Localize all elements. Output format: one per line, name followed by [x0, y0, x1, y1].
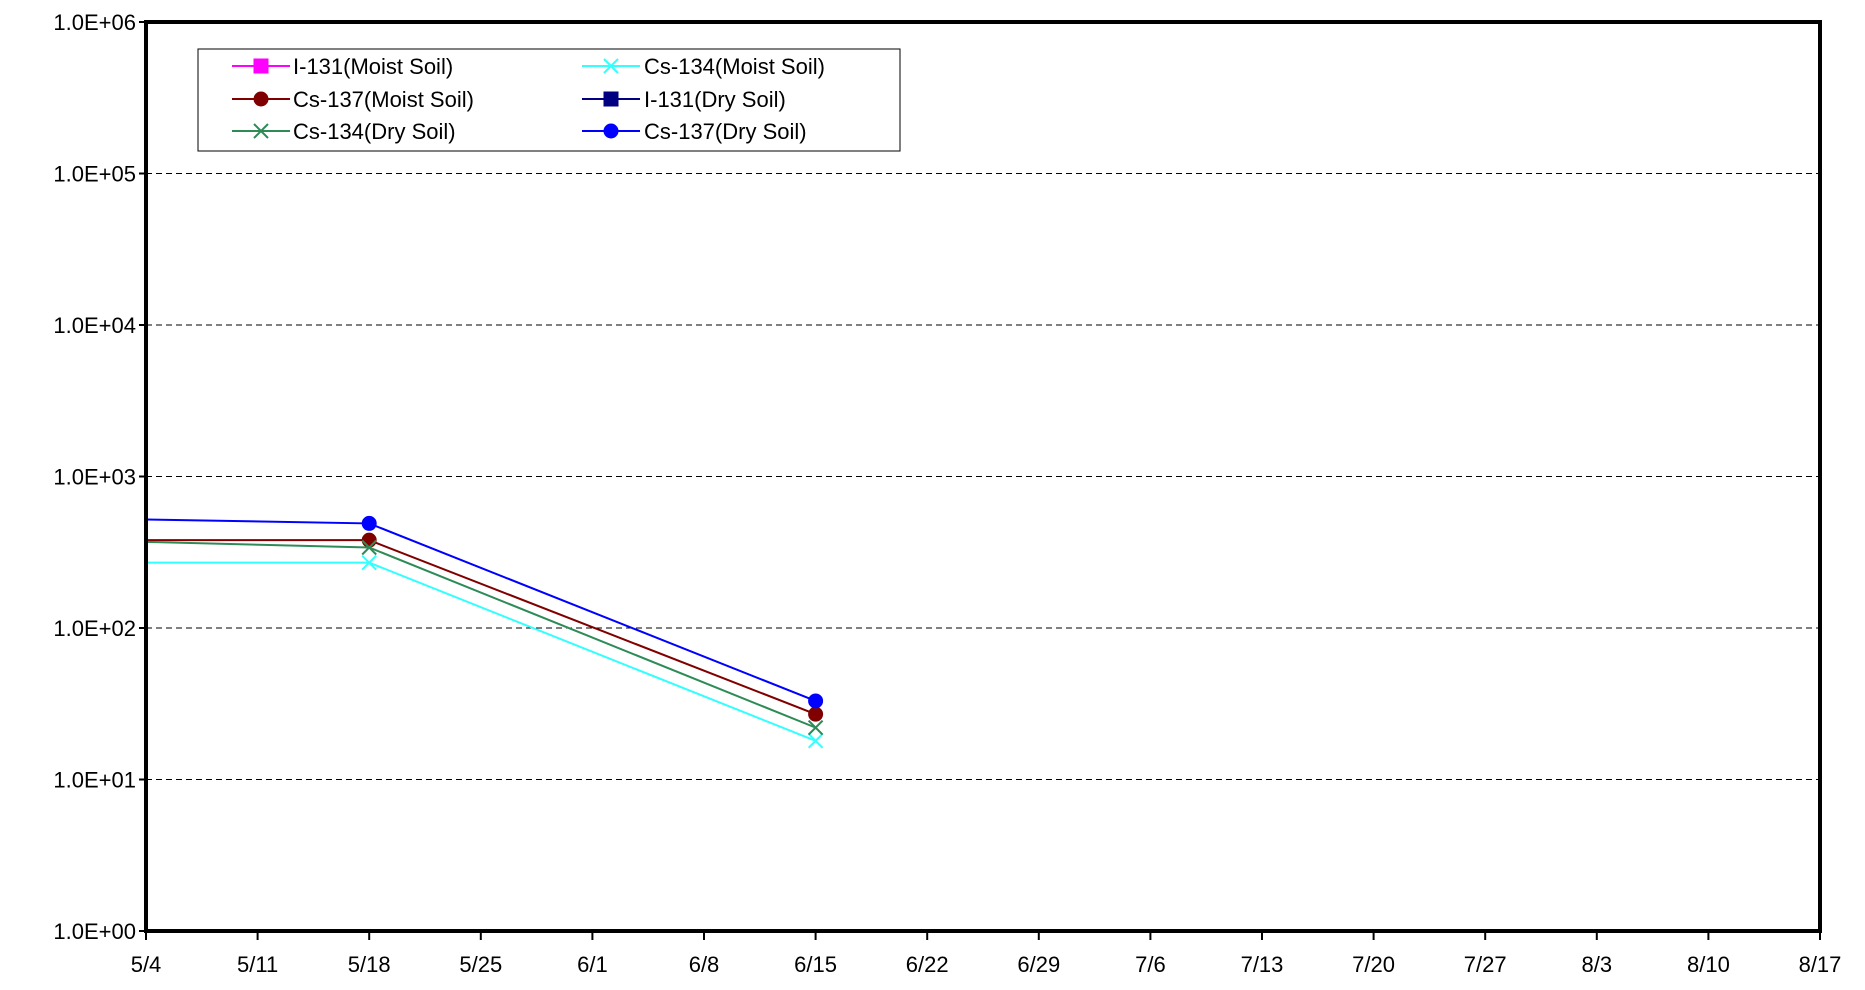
x-tick-label: 5/18: [348, 952, 391, 977]
x-tick-label: 7/13: [1241, 952, 1284, 977]
legend-label: Cs-134(Moist Soil): [644, 54, 825, 79]
data-point: [361, 532, 377, 548]
series-1: [146, 554, 824, 749]
legend-label: Cs-137(Moist Soil): [293, 87, 474, 112]
series-line: [146, 561, 816, 742]
x-tick-label: 8/17: [1799, 952, 1842, 977]
data-point: [808, 706, 824, 722]
legend-marker: [253, 58, 269, 74]
data-point: [361, 554, 377, 571]
legend-item: I-131(Dry Soil): [582, 87, 786, 112]
legend-item: Cs-134(Moist Soil): [582, 54, 825, 79]
legend: I-131(Moist Soil) Cs-134(Moist Soil) Cs-13…: [197, 48, 901, 152]
legend-marker: [253, 123, 269, 139]
legend-marker: [603, 91, 619, 107]
x-tick-label: 6/15: [794, 952, 837, 977]
y-tick-label: 1.0E+00: [53, 919, 136, 944]
data-point: [807, 733, 824, 749]
data-point: [361, 515, 377, 531]
legend-item: Cs-134(Dry Soil): [232, 119, 456, 144]
y-axis: 1.0E+00 1.0E+01 1.0E+02 1.0E+03 1.0E+04 1.0E+…: [53, 10, 146, 944]
legend-marker-stroke: [603, 58, 619, 74]
x-tick-label: 8/10: [1687, 952, 1730, 977]
x-tick-label: 7/27: [1464, 952, 1507, 977]
x-tick-label: 7/20: [1352, 952, 1395, 977]
series-line: [145, 518, 816, 702]
x-tick-label: 6/1: [577, 952, 608, 977]
legend-marker: [603, 123, 619, 139]
x-tick-label: 5/4: [131, 952, 162, 977]
x-tick-label: 5/25: [459, 952, 502, 977]
legend-label: I-131(Dry Soil): [644, 87, 786, 112]
series-layer: [145, 515, 824, 749]
data-point-stroke: [361, 539, 377, 556]
legend-box: [197, 48, 901, 152]
data-point-stroke: [807, 719, 824, 736]
data-point: [808, 693, 824, 709]
x-tick-label: 8/3: [1582, 952, 1613, 977]
legend-label: I-131(Moist Soil): [293, 54, 453, 79]
x-axis: 5/4 5/11 5/18 5/25 6/1 6/8 6/15 6/22 6/29 7/6 7/13…: [131, 931, 1842, 977]
x-tick-label: 6/8: [689, 952, 720, 977]
legend-label: Cs-134(Dry Soil): [293, 119, 456, 144]
data-point-stroke: [361, 554, 377, 571]
data-point: [361, 539, 377, 556]
x-tick-label: 6/22: [906, 952, 949, 977]
legend-marker: [603, 58, 619, 74]
y-tick-label: 1.0E+02: [53, 616, 136, 641]
y-tick-label: 1.0E+05: [53, 162, 136, 187]
data-point: [807, 719, 824, 736]
x-tick-label: 6/29: [1017, 952, 1060, 977]
grid-layer: [146, 173, 1820, 780]
legend-item: Cs-137(Moist Soil): [232, 87, 474, 112]
y-tick-label: 1.0E+06: [53, 10, 136, 35]
x-tick-label: 5/11: [237, 952, 278, 977]
legend-item: Cs-137(Dry Soil): [582, 119, 807, 144]
legend-marker-stroke: [253, 123, 269, 139]
data-point-stroke: [807, 733, 824, 749]
y-tick-label: 1.0E+01: [53, 768, 136, 793]
x-tick-label: 7/6: [1135, 952, 1166, 977]
y-tick-label: 1.0E+04: [53, 313, 136, 338]
series-4: [145, 539, 824, 736]
y-tick-label: 1.0E+03: [53, 465, 136, 490]
legend-label: Cs-137(Dry Soil): [644, 119, 807, 144]
legend-marker: [253, 91, 269, 107]
legend-item: I-131(Moist Soil): [232, 54, 453, 79]
series-2: [146, 532, 824, 722]
series-5: [145, 515, 824, 709]
